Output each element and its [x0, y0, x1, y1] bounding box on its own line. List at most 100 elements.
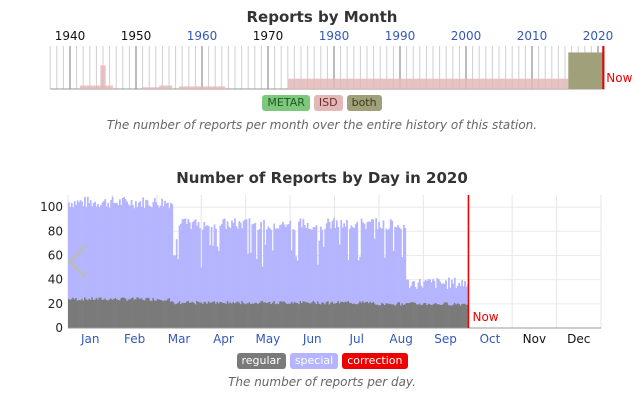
daily-bar-special [101, 202, 104, 300]
daily-bar-regular [75, 297, 78, 328]
daily-bar-special [130, 200, 133, 299]
daily-bar-regular [174, 304, 177, 328]
daily-bar-special [263, 219, 265, 303]
daily-bar-special [277, 228, 280, 305]
daily-bar-regular [357, 303, 360, 328]
daily-bar-special [113, 203, 115, 299]
daily-bar-regular [68, 298, 70, 328]
daily-bar-special [458, 282, 461, 304]
daily-bar-special [392, 251, 395, 305]
daily-bar-regular [79, 300, 82, 328]
daily-bar-regular [318, 303, 321, 328]
daily-bar-special [346, 219, 348, 302]
month-tick-label: Jun [302, 332, 322, 346]
daily-bar-special [283, 224, 286, 302]
legend-special[interactable]: special [289, 353, 339, 369]
daily-bar-special [129, 205, 131, 300]
daily-bar-special [251, 224, 254, 304]
daily-bar-special [440, 283, 443, 306]
daily-bar-regular [340, 301, 343, 328]
daily-bar-special [169, 202, 172, 302]
daily-bar-regular [136, 297, 139, 328]
daily-bar-special [110, 200, 112, 299]
daily-bar-special [187, 219, 190, 301]
daily-bar-special [296, 260, 299, 303]
daily-bar-special [359, 256, 362, 302]
daily-bar-regular [379, 305, 382, 328]
daily-bar-regular [456, 303, 459, 328]
daily-bar-regular [312, 300, 315, 328]
daily-bar-special [172, 255, 175, 303]
daily-bar-regular [273, 301, 276, 328]
daily-bar-special [318, 240, 321, 304]
daily-bar-special [234, 218, 236, 304]
daily-bar-special [439, 281, 442, 305]
daily-bar-regular [397, 302, 399, 328]
y-tick-label: 60 [48, 248, 63, 262]
daily-bar-special [302, 219, 305, 302]
daily-bar-special [321, 229, 324, 303]
daily-bar-special [341, 227, 344, 302]
daily-bar-special [459, 285, 462, 306]
daily-bar-regular [333, 303, 335, 328]
daily-bar-special [178, 225, 181, 302]
daily-bar-regular [405, 302, 408, 328]
daily-bar-special [97, 204, 99, 300]
daily-bar-special [264, 244, 267, 303]
daily-bar-special [155, 202, 158, 301]
daily-bar-special [152, 201, 155, 298]
daily-bar-regular [309, 303, 312, 328]
legend-correction[interactable]: correction [342, 353, 408, 369]
daily-bar-special [448, 277, 450, 305]
daily-bar-special [289, 220, 292, 304]
daily-bar-special [185, 224, 188, 302]
daily-bar-regular [283, 301, 286, 328]
daily-bar-regular [219, 301, 222, 328]
daily-bar-regular [252, 303, 255, 328]
daily-bar-special [102, 201, 105, 300]
daily-bar-special [158, 207, 161, 300]
daily-bar-regular [464, 303, 466, 328]
daily-bar-regular [411, 302, 414, 328]
daily-bar-regular [426, 305, 429, 328]
daily-bar-special [343, 223, 345, 303]
monthly-bar-isd [287, 78, 569, 89]
daily-bar-special [330, 228, 332, 303]
daily-bar-regular [344, 301, 347, 328]
daily-bar-regular [279, 301, 281, 328]
daily-bar-regular [245, 303, 248, 328]
daily-bar-special [124, 199, 127, 299]
daily-bar-special [95, 206, 98, 298]
legend-isd[interactable]: ISD [313, 95, 343, 111]
daily-bar-regular [217, 303, 220, 328]
daily-bar-special [353, 228, 356, 304]
legend-regular[interactable]: regular [236, 353, 286, 369]
daily-bar-special [146, 200, 149, 298]
daily-bar-regular [301, 303, 303, 328]
daily-bar-special [111, 196, 114, 300]
daily-bar-special [280, 224, 283, 302]
daily-bar-special [337, 227, 340, 302]
daily-bar-regular [324, 304, 327, 328]
legend-both[interactable]: both [346, 95, 382, 111]
monthly-legend: METAR ISD both [0, 95, 644, 111]
previous-year-arrow-icon[interactable] [66, 244, 92, 280]
daily-bar-regular [436, 304, 439, 328]
daily-bar-regular [132, 297, 134, 328]
daily-bar-special [284, 226, 287, 303]
daily-bar-special [423, 281, 426, 304]
daily-bar-special [159, 205, 162, 300]
daily-bar-regular [78, 299, 80, 328]
daily-bar-special [220, 224, 223, 303]
daily-bar-regular [362, 301, 364, 328]
daily-bar-regular [201, 303, 204, 328]
daily-bar-special [292, 229, 295, 304]
daily-bar-regular [461, 303, 463, 328]
daily-bar-special [73, 201, 76, 300]
legend-metar[interactable]: METAR [262, 95, 310, 111]
year-tick-label: 2000 [451, 29, 482, 43]
daily-bar-regular [327, 301, 329, 328]
daily-bar-regular [442, 304, 445, 328]
daily-bar-regular [373, 303, 376, 328]
month-tick-label: Feb [124, 332, 145, 346]
